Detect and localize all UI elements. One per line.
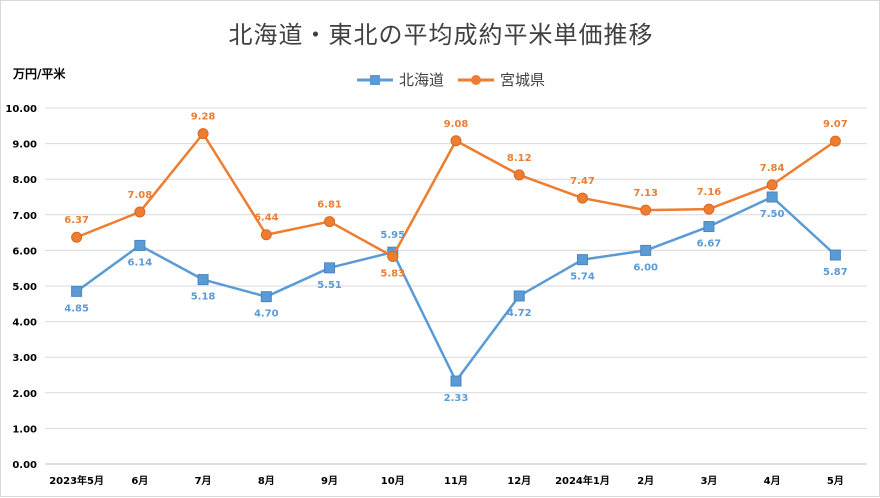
y-tick-label: 3.00	[12, 353, 37, 364]
series-line-miyagi	[76, 132, 837, 258]
data-point-miyagi	[197, 128, 209, 140]
data-point-hokkaido	[576, 254, 588, 266]
data-point-miyagi	[71, 231, 83, 243]
y-tick-label: 7.00	[12, 211, 37, 222]
data-point-hokkaido	[71, 285, 83, 297]
y-tick-label: 0.00	[12, 460, 37, 471]
data-point-hokkaido	[450, 375, 462, 387]
y-tick-label: 9.00	[12, 140, 37, 151]
y-tick-label: 4.00	[12, 318, 37, 329]
y-axis-label: 万円/平米	[13, 67, 66, 81]
x-tick-label: 10月	[381, 475, 405, 487]
x-tick-label: 2024年1月	[555, 474, 610, 487]
x-tick-label: 9月	[321, 475, 338, 487]
data-label-miyagi: 6.44	[254, 213, 279, 224]
x-tick-label: 11月	[444, 475, 468, 487]
data-label-hokkaido: 5.95	[380, 230, 405, 241]
y-tick-label: 2.00	[12, 389, 37, 400]
chart-title: 北海道・東北の平均成約平米単価推移	[228, 21, 654, 49]
data-label-miyagi: 6.81	[317, 200, 342, 211]
data-label-hokkaido: 5.51	[317, 280, 342, 291]
legend-label-hokkaido: 北海道	[399, 71, 445, 89]
data-label-hokkaido: 7.50	[760, 209, 785, 220]
legend-item-hokkaido: 北海道	[357, 69, 444, 90]
y-tick-label: 10.00	[5, 104, 37, 115]
data-label-hokkaido: 5.18	[191, 292, 216, 303]
data-label-hokkaido: 4.70	[254, 309, 279, 320]
legend: 北海道 宮城県	[357, 69, 545, 90]
data-point-miyagi	[134, 206, 146, 218]
y-tick-label: 5.00	[12, 282, 37, 293]
x-tick-label: 5月	[827, 475, 844, 487]
data-label-miyagi: 6.37	[64, 215, 89, 226]
data-point-miyagi	[640, 204, 652, 216]
data-point-miyagi	[387, 250, 399, 262]
data-point-miyagi	[576, 192, 588, 204]
data-point-miyagi	[260, 229, 272, 241]
data-point-miyagi	[450, 135, 462, 147]
x-tick-label: 2月	[637, 475, 654, 487]
data-label-miyagi: 7.16	[697, 187, 722, 198]
x-tick-label: 8月	[258, 475, 275, 487]
data-label-miyagi: 7.47	[570, 176, 595, 187]
y-tick-label: 1.00	[12, 424, 37, 435]
data-label-hokkaido: 4.72	[507, 308, 532, 319]
y-tick-label: 6.00	[12, 246, 37, 257]
series-line-hokkaido	[75, 195, 837, 383]
data-label-miyagi: 7.13	[633, 188, 658, 199]
x-tick-label: 3月	[700, 475, 717, 487]
x-tick-label: 7月	[195, 475, 212, 487]
data-point-miyagi	[324, 216, 336, 228]
data-point-hokkaido	[260, 291, 272, 303]
legend-label-miyagi: 宮城県	[500, 71, 546, 89]
data-label-miyagi: 9.07	[823, 119, 848, 130]
data-point-miyagi	[829, 135, 841, 147]
data-label-miyagi: 5.83	[380, 268, 405, 279]
data-label-hokkaido: 6.67	[697, 239, 722, 250]
x-tick-label: 4月	[764, 475, 781, 487]
legend-swatch-square-icon	[357, 74, 393, 85]
data-point-miyagi	[766, 179, 778, 191]
data-point-hokkaido	[134, 239, 146, 251]
data-label-hokkaido: 6.00	[633, 262, 658, 273]
legend-swatch-circle-icon	[458, 74, 495, 85]
data-point-hokkaido	[513, 290, 525, 302]
data-label-miyagi: 8.12	[507, 153, 532, 164]
data-point-hokkaido	[766, 191, 778, 203]
y-tick-label: 8.00	[12, 175, 37, 186]
data-point-miyagi	[513, 169, 525, 181]
data-point-hokkaido	[197, 274, 209, 286]
data-point-hokkaido	[640, 244, 652, 256]
data-label-miyagi: 7.84	[760, 163, 785, 174]
data-label-hokkaido: 5.87	[823, 267, 848, 278]
data-label-hokkaido: 5.74	[570, 272, 595, 283]
data-point-hokkaido	[703, 221, 715, 233]
data-label-miyagi: 9.08	[444, 119, 469, 130]
x-tick-label: 12月	[507, 475, 531, 487]
data-point-miyagi	[703, 203, 715, 215]
legend-item-miyagi: 宮城県	[458, 69, 545, 90]
x-tick-label: 2023年5月	[49, 474, 104, 487]
data-point-hokkaido	[324, 262, 336, 274]
data-point-hokkaido	[829, 249, 841, 261]
x-tick-label: 6月	[131, 475, 148, 487]
data-label-miyagi: 9.28	[191, 112, 216, 123]
data-label-hokkaido: 4.85	[64, 303, 89, 314]
data-label-hokkaido: 2.33	[444, 393, 469, 404]
data-label-miyagi: 7.08	[128, 190, 153, 201]
data-label-hokkaido: 6.14	[128, 257, 153, 268]
